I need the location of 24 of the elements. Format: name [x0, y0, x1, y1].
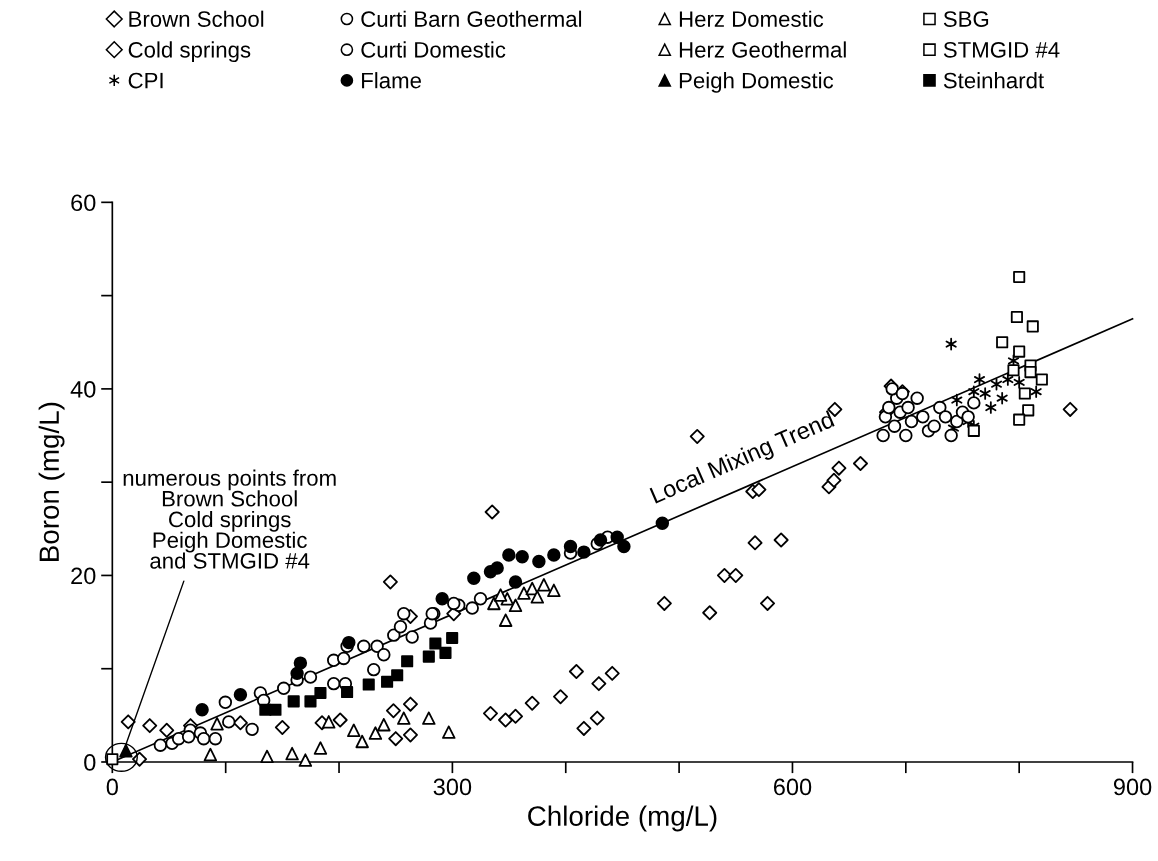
legend-label: Curti Barn Geothermal [361, 10, 582, 27]
legend-label: Brown School [129, 10, 264, 27]
legend-label: Cold springs [128, 41, 251, 63]
x-tick-label: 0 [106, 778, 118, 796]
x-tick-label: 600 [773, 778, 812, 796]
x-tick-label: 300 [433, 778, 472, 796]
legend-label: Herz Domestic [679, 10, 824, 27]
x-tick-label: 900 [1113, 778, 1152, 796]
legend-label: Steinhardt [943, 72, 1044, 89]
y-axis-title: Boron (mg/L) [38, 402, 65, 561]
legend-label: Flame [362, 72, 421, 89]
y-tick-label: 0 [84, 754, 96, 771]
annotation: Local Mixing Trend [649, 410, 837, 508]
y-tick-label: 60 [71, 194, 96, 212]
legend-label: Herz Geothermal [679, 41, 846, 58]
legend-label: STMGID #4 [943, 41, 1060, 58]
legend-label: Curti Domestic [361, 41, 506, 58]
annotation: numerous points from Brown School Cold springs Peigh Domestic and STMGID #4 [123, 469, 336, 569]
legend-label: SBG [943, 11, 989, 27]
legend-label: CPI [128, 72, 163, 89]
legend-label: Peigh Domestic [679, 72, 834, 93]
x-axis-title: Chloride (mg/L) [528, 805, 717, 832]
y-tick-label: 40 [70, 380, 96, 398]
y-tick-label: 20 [71, 567, 96, 585]
